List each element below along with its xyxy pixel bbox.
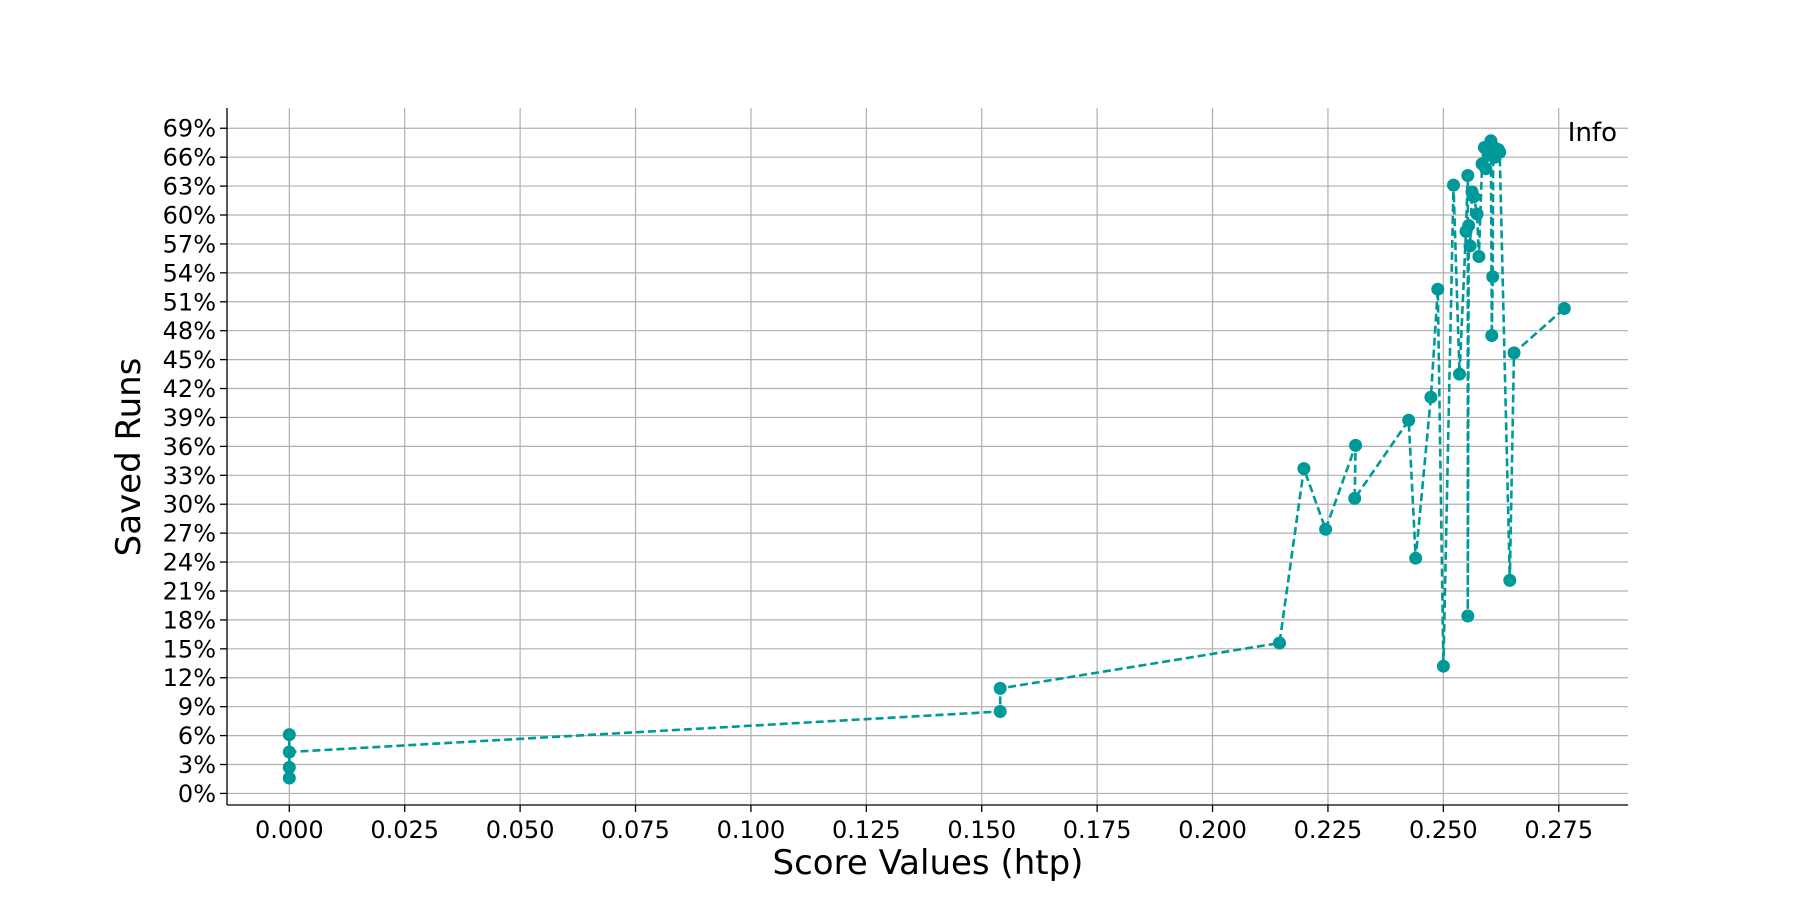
data-point bbox=[1424, 390, 1438, 404]
y-tick-label: 30% bbox=[163, 491, 216, 519]
x-tick-label: 0.150 bbox=[947, 816, 1016, 844]
y-axis-title: Saved Runs bbox=[109, 358, 149, 557]
y-tick-label: 27% bbox=[163, 520, 216, 548]
axes bbox=[220, 108, 1628, 812]
x-tick-label: 0.175 bbox=[1063, 816, 1132, 844]
data-point bbox=[1479, 162, 1493, 176]
y-tick-label: 6% bbox=[178, 722, 216, 750]
series-line bbox=[287, 140, 1566, 778]
data-point bbox=[1507, 346, 1521, 360]
data-point bbox=[1470, 207, 1484, 221]
tick-labels: 0.000 0.025 0.050 0.075 0.100 0.125 0.150 0.175… bbox=[163, 115, 1593, 844]
x-tick-label: 0.250 bbox=[1409, 816, 1478, 844]
data-point bbox=[993, 705, 1007, 718]
data-point bbox=[1297, 462, 1311, 476]
y-tick-label: 39% bbox=[163, 404, 216, 432]
data-point bbox=[282, 745, 296, 759]
data-point bbox=[1472, 250, 1486, 263]
data-point bbox=[282, 728, 296, 742]
y-tick-label: 0% bbox=[178, 780, 216, 808]
y-tick-label: 48% bbox=[163, 317, 216, 345]
x-tick-label: 0.225 bbox=[1294, 816, 1363, 844]
x-axis-title: Score Values (htp) bbox=[773, 843, 1084, 883]
y-tick-label: 42% bbox=[163, 375, 216, 403]
grid-lines bbox=[227, 108, 1628, 805]
data-point bbox=[1493, 145, 1507, 159]
data-point bbox=[1486, 270, 1500, 284]
y-tick-label: 9% bbox=[178, 693, 216, 721]
x-tick-label: 0.200 bbox=[1178, 816, 1247, 844]
data-point bbox=[1447, 178, 1460, 192]
x-tick-label: 0.025 bbox=[370, 816, 439, 844]
x-tick-label: 0.075 bbox=[601, 816, 670, 844]
data-series bbox=[282, 134, 1571, 785]
data-point bbox=[1319, 522, 1333, 536]
data-point bbox=[1436, 659, 1450, 673]
y-tick-label: 33% bbox=[163, 462, 216, 490]
x-tick-label: 0.000 bbox=[255, 816, 324, 844]
y-tick-label: 36% bbox=[163, 433, 216, 461]
data-point bbox=[1453, 367, 1466, 381]
data-point bbox=[1462, 219, 1476, 233]
data-point bbox=[282, 771, 296, 785]
y-tick-label: 18% bbox=[163, 606, 216, 634]
data-point bbox=[1402, 413, 1416, 427]
data-point bbox=[1461, 609, 1475, 623]
data-point bbox=[1463, 239, 1477, 253]
info-annotation: Info bbox=[1568, 118, 1617, 148]
data-point bbox=[282, 760, 296, 774]
data-point bbox=[1349, 438, 1363, 452]
y-tick-label: 21% bbox=[163, 577, 216, 605]
data-point bbox=[1431, 282, 1445, 296]
y-tick-label: 3% bbox=[178, 751, 216, 779]
y-tick-label: 45% bbox=[163, 346, 216, 374]
data-point bbox=[1557, 302, 1571, 315]
y-tick-label: 54% bbox=[163, 259, 216, 287]
x-tick-label: 0.275 bbox=[1524, 816, 1593, 844]
data-point bbox=[1461, 169, 1475, 182]
data-point bbox=[1409, 551, 1423, 565]
data-point bbox=[1503, 573, 1517, 587]
data-point bbox=[1467, 190, 1481, 204]
data-point bbox=[1273, 636, 1286, 650]
y-tick-label: 15% bbox=[163, 635, 216, 663]
y-tick-label: 69% bbox=[163, 115, 216, 143]
data-point bbox=[993, 681, 1007, 695]
y-tick-label: 60% bbox=[163, 202, 216, 230]
y-tick-label: 12% bbox=[163, 664, 216, 692]
data-point bbox=[1485, 329, 1499, 342]
y-tick-label: 24% bbox=[163, 549, 216, 577]
x-tick-label: 0.100 bbox=[717, 816, 786, 844]
y-tick-label: 51% bbox=[163, 288, 216, 316]
y-tick-label: 57% bbox=[163, 230, 216, 258]
x-tick-label: 0.050 bbox=[486, 816, 555, 844]
data-point bbox=[1348, 491, 1362, 505]
y-tick-label: 63% bbox=[163, 173, 216, 201]
y-tick-label: 66% bbox=[163, 144, 216, 172]
x-tick-label: 0.125 bbox=[832, 816, 901, 844]
